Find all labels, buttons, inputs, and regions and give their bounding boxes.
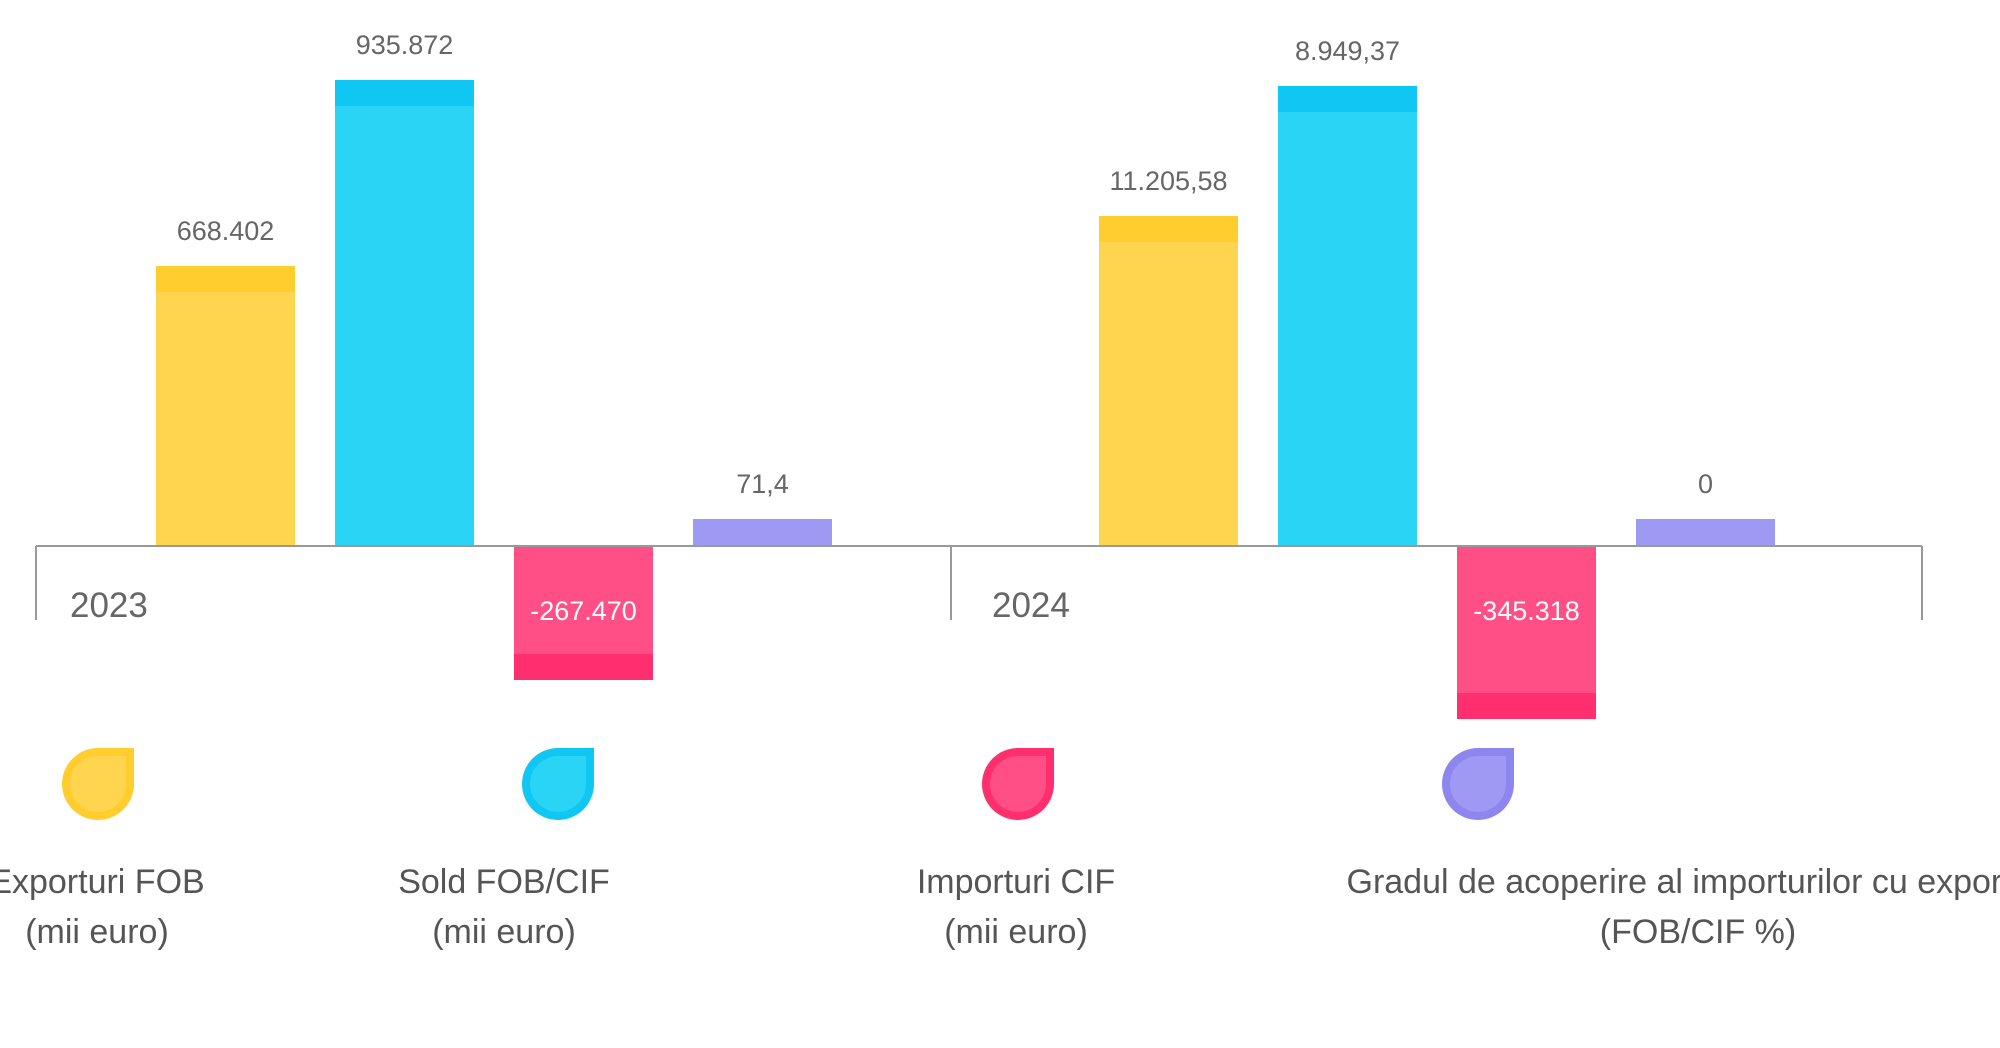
bar-cap-2023-2 [335,80,474,106]
value-label-2023-1: 668.402 [177,216,275,246]
legend-drop-inner-1 [70,756,126,812]
bar-2024-2 [1278,86,1417,546]
legend-drop-inner-4 [1450,756,1506,812]
legend-unit-1: (mii euro) [25,913,169,951]
value-label-2023-3: -267.470 [530,596,637,626]
labels-layer: 668.402 935.872 -267.470 71,4 11.205,58 8.949… [70,30,1713,626]
value-label-2023-2: 935.872 [356,30,454,60]
value-label-2024-3: -345.318 [1473,596,1580,626]
legend-label-3: Importuri CIF [917,863,1115,901]
bar-cap-2024-1 [1099,216,1238,242]
value-label-2023-4: 71,4 [736,469,789,499]
bar-2024-3 [1457,546,1596,719]
legend-label-2: Sold FOB/CIF [398,863,610,901]
bar-2023-1 [156,266,295,546]
bar-cap-2023-3 [514,654,653,680]
legend-unit-4: (FOB/CIF %) [1600,913,1796,951]
bar-cap-2024-3 [1457,693,1596,719]
legend: Exporturi FOB (mii euro) Sold FOB/CIF (mii … [0,748,2000,951]
axis-layer [35,545,1923,620]
value-label-2024-2: 8.949,37 [1295,36,1400,66]
bar-cap-2024-2 [1278,86,1417,112]
bars-layer [156,80,1775,719]
legend-drop-inner-2 [530,756,586,812]
value-label-2024-1: 11.205,58 [1109,166,1227,196]
bar-2024-4 [1636,519,1775,546]
bar-2023-4 [693,519,832,546]
value-label-2024-4: 0 [1698,469,1713,499]
group-label-2023: 2023 [70,586,148,625]
legend-drop-inner-3 [990,756,1046,812]
group-label-2024: 2024 [992,586,1070,625]
legend-unit-2: (mii euro) [432,913,576,951]
bar-2023-2 [335,80,474,546]
legend-label-1: Exporturi FOB [0,863,205,901]
bar-2024-1 [1099,216,1238,546]
legend-label-4: Gradul de acoperire al importurilor cu e… [1347,863,2000,901]
bar-cap-2023-1 [156,266,295,292]
legend-unit-3: (mii euro) [944,913,1088,951]
